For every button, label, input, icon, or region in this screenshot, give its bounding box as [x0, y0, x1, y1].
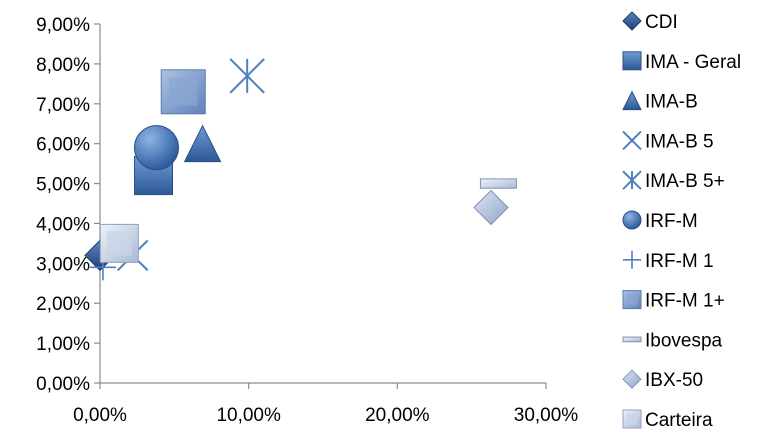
legend-item: Carteira [622, 409, 713, 431]
legend-marker-icon [622, 51, 642, 71]
data-point [160, 69, 206, 115]
legend-label: CDI [645, 12, 678, 33]
legend-item: IRF-M [622, 210, 698, 232]
x-tick-label: 30,00% [514, 405, 579, 426]
y-tick-label: 9,00% [36, 15, 90, 36]
y-tick-label: 5,00% [36, 175, 90, 196]
legend-marker-icon [622, 290, 642, 310]
x-tick-label: 20,00% [365, 405, 430, 426]
legend-marker-icon [622, 336, 642, 343]
legend-marker-icon [622, 170, 642, 190]
y-tick-label: 4,00% [36, 214, 90, 235]
data-point [479, 178, 517, 189]
data-point [229, 58, 265, 94]
legend-item: IMA - Geral [622, 51, 741, 73]
legend-label: IRF-M [645, 211, 698, 232]
legend-label: IMA-B 5+ [645, 171, 725, 192]
legend-label: IBX-50 [645, 370, 703, 391]
y-tick-label: 0,00% [36, 374, 90, 395]
legend-item: IBX-50 [622, 369, 703, 391]
legend-label: IMA - Geral [645, 52, 741, 73]
legend-item: IRF-M 1+ [622, 290, 725, 312]
x-tick-label: 10,00% [216, 405, 281, 426]
data-point [133, 125, 179, 171]
legend-marker-icon [622, 409, 642, 429]
legend-marker-icon [622, 369, 642, 389]
axes: 0,00% 1,00% 2,00% 3,00% 4,00% 5,00% 6,00% 7,00%… [36, 15, 578, 426]
legend-marker-icon [623, 250, 641, 269]
y-tick-label: 7,00% [36, 95, 90, 116]
data-point [99, 223, 139, 263]
legend-item: IMA-B 5 [622, 130, 714, 152]
y-tick-label: 2,00% [36, 294, 90, 315]
legend-label: IRF-M 1 [645, 251, 714, 272]
y-tick-label: 1,00% [36, 334, 90, 355]
legend-label: IMA-B 5 [645, 131, 714, 152]
y-tick-label: 3,00% [36, 254, 90, 275]
legend-marker-icon [622, 11, 642, 31]
legend-marker-icon [622, 130, 642, 151]
y-tick-label: 6,00% [36, 135, 90, 156]
data-points [84, 58, 517, 281]
legend-item: Ibovespa [622, 330, 723, 351]
data-point [473, 189, 509, 226]
legend-item: IRF-M 1 [623, 251, 714, 272]
legend-label: IMA-B [645, 92, 698, 113]
legend-label: Ibovespa [645, 330, 723, 351]
legend-item: IMA-B [622, 90, 698, 113]
legend-marker-icon [622, 90, 642, 111]
legend-label: IRF-M 1+ [645, 291, 725, 312]
legend-item: CDI [622, 11, 678, 33]
legend: CDI IMA - Geral IMA-B IMA-B 5 IMA-B 5+ IRF-M I… [622, 11, 741, 431]
legend-label: Carteira [645, 410, 713, 431]
legend-item: IMA-B 5+ [622, 170, 725, 192]
y-tick-label: 8,00% [36, 55, 90, 76]
x-tick-label: 0,00% [73, 405, 127, 426]
data-point [183, 124, 222, 163]
legend-marker-icon [622, 210, 642, 230]
